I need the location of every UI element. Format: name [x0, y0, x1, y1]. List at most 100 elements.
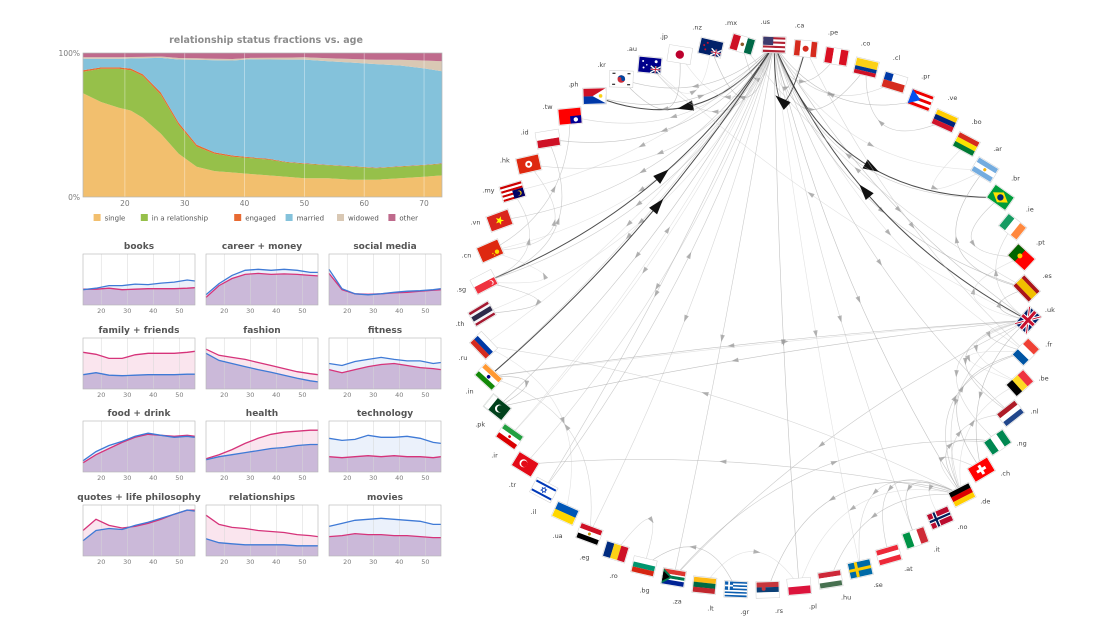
- network-edge: [975, 319, 1029, 470]
- x-tick-label: 30: [369, 558, 377, 566]
- node-label: .co: [861, 40, 871, 48]
- network-edge: [951, 413, 1011, 496]
- network-edges: [481, 44, 1029, 590]
- node-label: .hk: [500, 157, 510, 165]
- edge-arrow: [830, 461, 838, 466]
- pink-line: [205, 514, 319, 538]
- node-label: .th: [456, 320, 465, 328]
- flag-pr: [906, 87, 935, 113]
- node-label: .nl: [1031, 407, 1039, 415]
- node-label: .bo: [971, 118, 981, 126]
- edge-arrow: [813, 330, 818, 338]
- network-edge: [483, 345, 572, 514]
- node-label: .tw: [543, 103, 554, 111]
- flag-ve: [930, 107, 960, 134]
- panel-frame: [205, 337, 319, 390]
- panel-frame: [82, 337, 196, 390]
- country-network: .us .ca .pe .co .cl .pr .ve .bo .ar .br .ie .pt .es.…: [456, 18, 1055, 616]
- flag-cn: [475, 238, 505, 264]
- x-tick-label: 40: [272, 474, 280, 482]
- x-tick-label: 40: [272, 307, 280, 315]
- edge-arrow: [535, 299, 542, 307]
- blue-line: [82, 432, 196, 462]
- flag-ph: [582, 87, 607, 106]
- network-edge: [773, 44, 1029, 321]
- area-in-a-relationship: [83, 68, 442, 180]
- node-label: .ir: [491, 452, 498, 460]
- node-label: .be: [1038, 374, 1048, 382]
- panel-title: technology: [357, 409, 413, 419]
- node-label: .it: [933, 546, 940, 554]
- network-edge: [959, 382, 1021, 495]
- edge-arrow: [962, 357, 968, 365]
- network-edge: [497, 319, 1029, 408]
- flag-se: [846, 557, 874, 580]
- edge-arrow: [727, 343, 735, 348]
- network-edge: [858, 480, 963, 569]
- pink-line: [82, 433, 196, 464]
- network-edge: [547, 44, 775, 143]
- flag-gr: [723, 580, 749, 599]
- panel-title: food + drink: [108, 409, 172, 419]
- x-tick-label: 40: [149, 391, 157, 399]
- network-edge: [773, 44, 1001, 199]
- network-edge: [489, 116, 571, 252]
- edge-arrow: [799, 79, 807, 84]
- edge-arrow: [661, 106, 669, 111]
- flag-at: [874, 543, 903, 567]
- edge-arrow: [753, 549, 761, 554]
- node-label: .tr: [509, 481, 517, 489]
- x-tick-label: 20: [343, 558, 351, 566]
- panel-frame: [328, 253, 442, 306]
- edge-arrow: [639, 167, 647, 174]
- area-single: [83, 93, 442, 197]
- blue-line: [205, 538, 318, 547]
- edge-arrow: [781, 339, 789, 345]
- network-edge: [483, 44, 775, 346]
- network-edge: [499, 44, 775, 221]
- network-edge: [805, 48, 1027, 353]
- node-label: .kr: [597, 61, 606, 69]
- node-label: .ph: [568, 81, 578, 89]
- node-label: .se: [873, 581, 882, 589]
- pink-line: [205, 429, 318, 460]
- x-tick-label: 50: [300, 199, 310, 208]
- pink-line: [328, 455, 442, 459]
- edge-arrow: [691, 83, 700, 88]
- legend-swatch: [234, 214, 242, 221]
- blue-line: [82, 509, 196, 542]
- network-edge: [509, 44, 775, 437]
- network-edge: [484, 191, 530, 283]
- flag-uk: [1013, 305, 1043, 335]
- network-edge: [773, 44, 1011, 414]
- edge-arrow: [993, 269, 999, 277]
- x-tick-label: 20: [343, 474, 351, 482]
- panel-frame: [205, 420, 319, 473]
- network-edge: [955, 169, 1027, 289]
- panel-food-drink: food + drink 20 30 40 50: [82, 409, 196, 482]
- network-edge: [773, 44, 1027, 289]
- edge-arrow: [969, 419, 975, 427]
- x-tick-label: 40: [395, 558, 403, 566]
- node-label: .rs: [775, 607, 784, 615]
- stacked-areas: [83, 53, 442, 197]
- network-edge: [773, 44, 895, 96]
- edge-arrow: [954, 236, 960, 244]
- overlap-area: [83, 510, 195, 556]
- edge-arrow: [647, 516, 654, 524]
- x-tick-label: 40: [272, 558, 280, 566]
- flag-bo: [951, 130, 981, 158]
- flag-ie: [997, 212, 1028, 241]
- network-edge: [865, 67, 945, 132]
- node-label: .pr: [921, 72, 930, 80]
- network-edge: [512, 44, 775, 192]
- flag-in: [473, 362, 504, 392]
- plot-frame: [82, 52, 443, 198]
- flag-hu: [816, 569, 844, 590]
- x-tick-label: 50: [421, 558, 429, 566]
- edge-arrow: [638, 142, 646, 148]
- blue-line: [205, 443, 318, 461]
- area-other: [83, 53, 442, 62]
- edge-arrow: [638, 186, 646, 192]
- blue-line: [82, 279, 196, 291]
